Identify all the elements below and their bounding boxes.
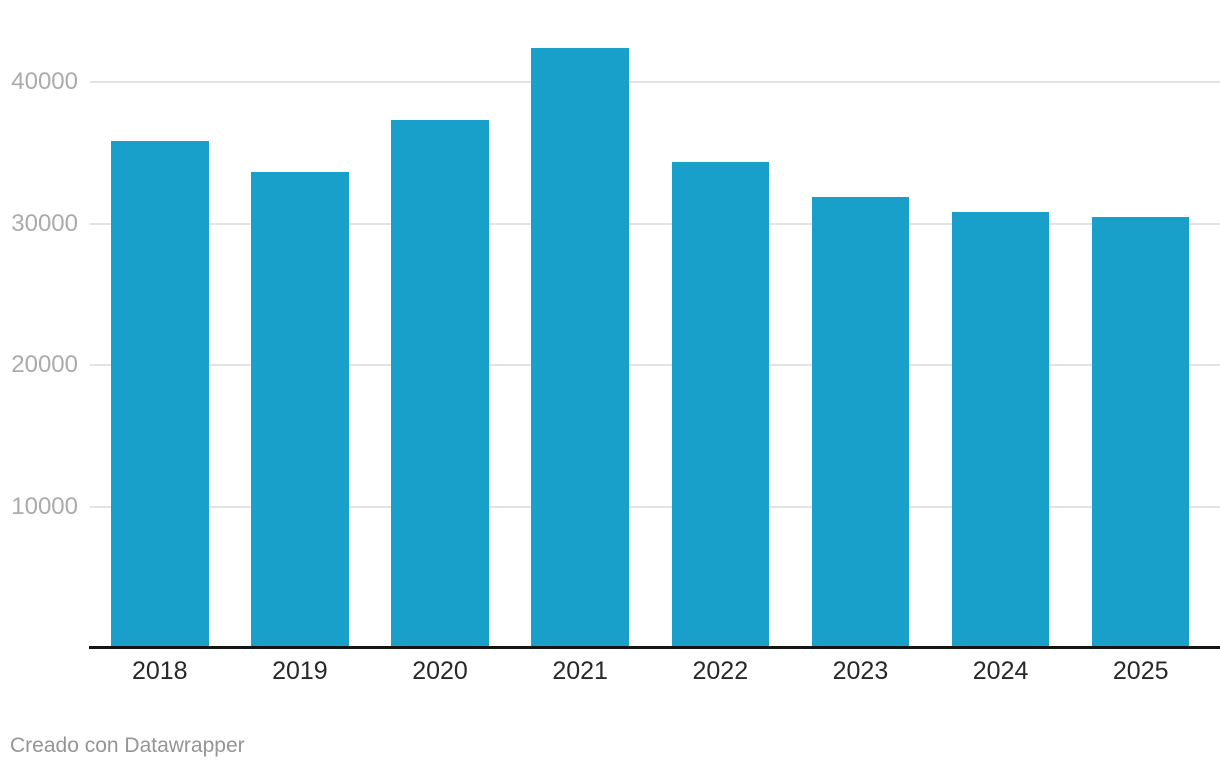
y-tick-label-10000: 10000 <box>11 492 78 520</box>
bar-2020[interactable] <box>391 120 489 648</box>
y-tick-label-30000: 30000 <box>11 209 78 237</box>
x-tick-label-2023: 2023 <box>832 657 889 685</box>
x-tick-label-2021: 2021 <box>552 657 608 685</box>
x-tick-label-2024: 2024 <box>972 657 1029 685</box>
bar-2018[interactable] <box>111 140 209 648</box>
bar-2025[interactable] <box>1091 217 1190 648</box>
x-tick-label-2018: 2018 <box>131 657 188 685</box>
x-tick-label-2025: 2025 <box>1112 657 1169 685</box>
bar-2023[interactable] <box>811 197 910 648</box>
bar-2021[interactable] <box>531 47 629 648</box>
bar-2024[interactable] <box>951 212 1050 648</box>
y-tick-label-40000: 40000 <box>11 68 78 95</box>
x-axis-line <box>89 646 1220 649</box>
y-tick-label-20000: 20000 <box>11 351 78 378</box>
gridline-30000 <box>90 222 1220 225</box>
bar-2022[interactable] <box>671 161 770 648</box>
bar-2019[interactable] <box>251 172 349 648</box>
gridline-40000 <box>90 81 1220 83</box>
gridline-20000 <box>90 364 1220 366</box>
gridline-10000 <box>90 505 1220 508</box>
attribution-link[interactable]: Creado con Datawrapper <box>10 734 245 757</box>
x-tick-label-2019: 2019 <box>272 657 328 685</box>
x-tick-label-2020: 2020 <box>412 657 468 685</box>
x-tick-label-2022: 2022 <box>692 657 749 685</box>
